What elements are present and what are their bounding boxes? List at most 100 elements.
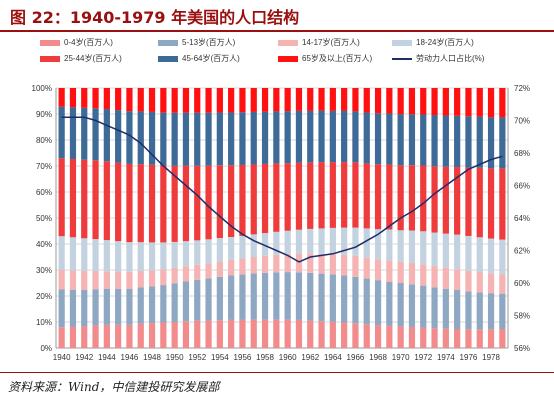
bar-segment-s14_17 — [397, 261, 404, 283]
bar-segment-s25_44 — [261, 163, 269, 234]
bar-segment-s65 — [261, 88, 269, 112]
bar-segment-s45_64 — [487, 117, 495, 169]
legend-item-s0_4: 0-4岁(百万人) — [40, 37, 113, 48]
legend-swatch — [278, 39, 298, 46]
bar-segment-s5_13 — [487, 293, 495, 330]
bar-segment-s14_17 — [284, 253, 291, 273]
bar-segment-s25_44 — [341, 162, 348, 228]
legend-swatch — [40, 39, 60, 46]
bar-segment-s45_64 — [499, 117, 506, 169]
bar-segment-s0_4 — [137, 323, 144, 348]
x-tick-label: 1968 — [369, 353, 387, 362]
x-tick-label: 1976 — [460, 353, 478, 362]
bar-segment-s18_24 — [284, 230, 291, 254]
bar-segment-s65 — [126, 88, 133, 112]
bar-segment-s18_24 — [81, 238, 88, 272]
bar-segment-s65 — [148, 88, 156, 112]
bar-segment-s25_44 — [284, 163, 291, 231]
bar-segment-s0_4 — [397, 326, 404, 348]
bar-segment-s45_64 — [386, 113, 393, 165]
bar-segment-s14_17 — [160, 269, 167, 286]
bar-segment-s5_13 — [69, 289, 77, 327]
x-tick-label: 1960 — [279, 353, 297, 362]
bar-segment-s0_4 — [374, 325, 382, 348]
bar-segment-s25_44 — [318, 162, 325, 229]
y-right-tick-label: 62% — [514, 247, 530, 256]
bar-segment-s25_44 — [431, 166, 438, 233]
y-right-tick-label: 66% — [514, 182, 530, 191]
legend-label: 14-17岁(百万人) — [302, 38, 360, 47]
bar-segment-s45_64 — [284, 111, 291, 164]
bar-segment-s25_44 — [420, 165, 427, 232]
bar-segment-s65 — [273, 88, 280, 112]
x-tick-label: 1956 — [234, 353, 252, 362]
bar-segment-s65 — [420, 88, 427, 115]
bar-segment-s0_4 — [205, 320, 212, 348]
bar-segment-s45_64 — [454, 115, 461, 168]
bar-segment-s0_4 — [284, 319, 291, 348]
bar-segment-s14_17 — [228, 259, 235, 276]
bar-segment-s0_4 — [307, 320, 314, 348]
bar-segment-s5_13 — [205, 278, 212, 321]
bar-segment-s45_64 — [397, 114, 404, 166]
bar-segment-s45_64 — [148, 111, 156, 165]
bar-segment-s14_17 — [499, 274, 506, 294]
bar-segment-s25_44 — [442, 166, 449, 234]
bar-segment-s65 — [341, 88, 348, 111]
legend-swatch — [158, 39, 178, 46]
bar-segment-s5_13 — [182, 281, 190, 322]
bar-segment-s0_4 — [239, 319, 246, 348]
bar-segment-s5_13 — [307, 272, 314, 321]
bar-segment-s25_44 — [171, 165, 178, 242]
bar-segment-s0_4 — [329, 321, 336, 348]
y-left-tick-label: 60% — [36, 188, 52, 197]
bar-segment-s45_64 — [250, 111, 257, 165]
bar-segment-s14_17 — [261, 255, 269, 273]
bar-segment-s5_13 — [160, 285, 167, 323]
bar-segment-s0_4 — [81, 326, 88, 348]
bar-segment-s45_64 — [363, 112, 370, 164]
bar-segment-s18_24 — [103, 240, 110, 272]
bar-segment-s18_24 — [261, 233, 269, 256]
bar-segment-s25_44 — [352, 162, 359, 228]
bar-segment-s65 — [103, 88, 110, 110]
bar-segment-s65 — [205, 88, 212, 113]
legend-item-s45_64: 45-64岁(百万人) — [158, 53, 240, 64]
stacked-bar-chart: 0% 10% 20% 30% 40% 50% 60% 70% 80% 90% 100% 56% 58% 6… — [32, 84, 530, 362]
bar-segment-s65 — [454, 88, 461, 116]
bar-segment-s65 — [408, 88, 416, 115]
x-tick-label: 1964 — [324, 353, 342, 362]
bar-segment-s0_4 — [499, 329, 506, 348]
bar-segment-s65 — [182, 88, 190, 113]
bar-segment-s0_4 — [171, 322, 178, 348]
bar-segment-s65 — [487, 88, 495, 118]
bar-segment-s25_44 — [115, 162, 122, 242]
bar-segment-s45_64 — [431, 115, 438, 167]
bar-segment-s14_17 — [307, 253, 314, 273]
bar-segment-s25_44 — [273, 163, 280, 232]
bar-segment-s18_24 — [476, 237, 483, 273]
bar-segment-s14_17 — [115, 271, 122, 289]
legend-item-s5_13: 5-13岁(百万人) — [158, 37, 235, 48]
bar-segment-s18_24 — [454, 234, 461, 270]
bar-segment-s5_13 — [261, 272, 269, 320]
bar-segment-s25_44 — [499, 168, 506, 240]
bar-segment-s14_17 — [454, 269, 461, 291]
x-tick-label: 1970 — [392, 353, 410, 362]
bar-segment-s14_17 — [194, 264, 201, 280]
bar-segment-s5_13 — [284, 272, 291, 320]
bar-segment-s18_24 — [182, 241, 190, 267]
legend-label: 25-44岁(百万人) — [64, 54, 122, 63]
bar-segment-s0_4 — [352, 323, 359, 348]
bar-segment-s14_17 — [273, 254, 280, 273]
bar-segment-s18_24 — [148, 242, 156, 271]
x-tick-label: 1952 — [188, 353, 206, 362]
bar-segment-s5_13 — [228, 275, 235, 320]
bar-segment-s65 — [352, 88, 359, 112]
bar-segment-s0_4 — [194, 320, 201, 348]
bar-segment-s5_13 — [103, 288, 110, 325]
bar-segment-s14_17 — [329, 254, 336, 275]
bar-segment-s14_17 — [69, 270, 77, 290]
x-tick-label: 1940 — [53, 353, 71, 362]
bar-segment-s25_44 — [465, 167, 472, 236]
